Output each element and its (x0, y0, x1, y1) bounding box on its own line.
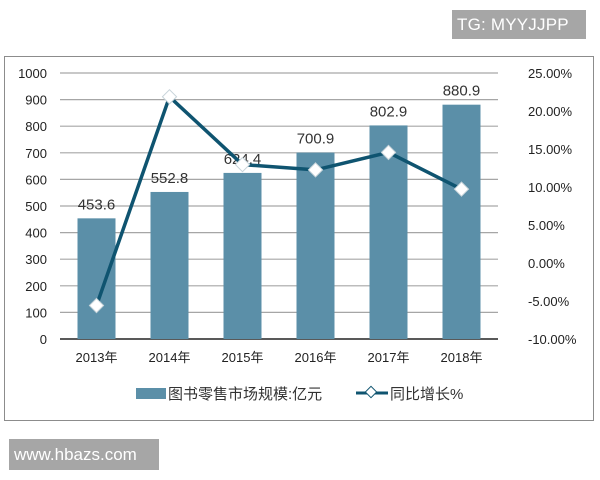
x-tick-label: 2015年 (222, 350, 264, 365)
bar-value-label: 552.8 (151, 170, 189, 187)
x-axis-ticks: 2013年 2014年 2015年 2016年 2017年 2018年 (76, 350, 483, 365)
right-axis-ticks: 25.00% 20.00% 15.00% 10.00% 5.00% 0.00% -5.00%… (528, 66, 577, 347)
right-tick-label: 10.00% (528, 180, 573, 195)
left-tick-label: 400 (25, 226, 47, 241)
x-tick-label: 2014年 (149, 350, 191, 365)
left-tick-label: 300 (25, 252, 47, 267)
legend-bar-swatch (136, 388, 166, 399)
growth-line (94, 95, 463, 307)
bar (77, 218, 116, 339)
left-tick-label: 600 (25, 172, 47, 187)
diamond-marker-icon (380, 144, 397, 161)
x-tick-label: 2017年 (368, 350, 410, 365)
bar (223, 172, 262, 339)
right-tick-label: 0.00% (528, 256, 565, 271)
left-tick-label: 800 (25, 119, 47, 134)
left-tick-label: 1000 (18, 66, 47, 81)
legend-bar-label: 图书零售市场规模:亿元 (168, 386, 322, 403)
right-tick-label: 15.00% (528, 142, 573, 157)
diamond-marker-icon (453, 181, 470, 197)
bar-value-label: 453.6 (78, 196, 116, 213)
x-tick-label: 2013年 (76, 350, 118, 365)
legend: 图书零售市场规模:亿元 同比增长% (136, 385, 463, 403)
diamond-marker-icon (88, 297, 105, 314)
watermark-bottom: www.hbazs.com (9, 439, 159, 470)
diamond-marker-icon (234, 156, 251, 173)
left-tick-label: 700 (25, 146, 47, 161)
diamond-marker-icon (161, 89, 178, 105)
right-tick-label: 20.00% (528, 104, 573, 119)
line-series (88, 89, 470, 314)
right-tick-label: -10.00% (528, 332, 577, 347)
right-tick-label: -5.00% (528, 294, 570, 309)
left-tick-label: 900 (25, 93, 47, 108)
left-tick-label: 500 (25, 199, 47, 214)
bar-value-label: 880.9 (443, 83, 481, 100)
bar-series (77, 104, 481, 340)
bar (442, 104, 481, 339)
right-tick-label: 25.00% (528, 66, 573, 81)
bar-value-label: 700.9 (297, 131, 335, 148)
watermark-top: TG: MYYJJPP (452, 10, 586, 39)
bar (150, 191, 189, 339)
bar-value-label: 802.9 (370, 103, 408, 120)
right-tick-label: 5.00% (528, 218, 565, 233)
gridlines (60, 72, 498, 340)
left-tick-label: 200 (25, 279, 47, 294)
x-tick-label: 2016年 (295, 350, 337, 365)
left-tick-label: 100 (25, 305, 47, 320)
bar (369, 125, 408, 340)
legend-line-label: 同比增长% (390, 386, 463, 403)
x-tick-label: 2018年 (441, 350, 483, 365)
legend-diamond-icon (364, 385, 378, 399)
diamond-marker-icon (307, 162, 324, 178)
bar (296, 152, 335, 339)
left-tick-label: 0 (40, 332, 47, 347)
